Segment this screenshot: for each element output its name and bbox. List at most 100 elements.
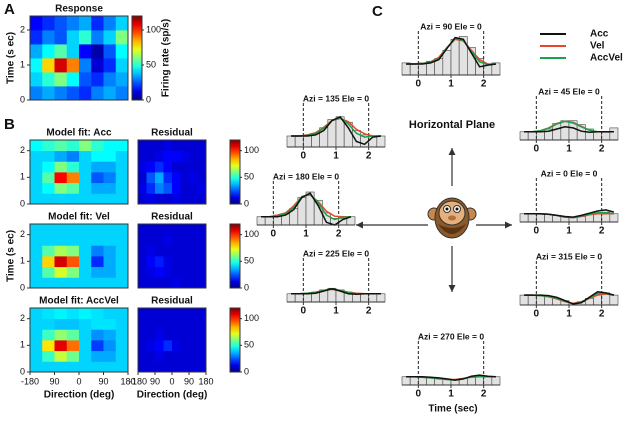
model-curve: [406, 374, 496, 381]
heatmap-cell: [180, 140, 190, 152]
heatmap-cell: [54, 308, 68, 320]
histogram-bar: [458, 36, 468, 76]
histogram-bar: [527, 131, 537, 141]
heatmap-cell: [30, 72, 43, 87]
heatmap-cell: [197, 182, 207, 194]
colorbar-tick-label: 50: [244, 340, 254, 350]
y-tick-label: 2: [20, 313, 25, 323]
heatmap-cell: [54, 140, 68, 152]
plot-frame: [137, 139, 207, 205]
heatmap-cell: [103, 30, 117, 45]
heatmap-cell: [42, 340, 55, 352]
heatmap-cell: [103, 234, 117, 246]
heatmap-cell: [197, 318, 207, 330]
heatmap-cell: [138, 340, 147, 352]
x-tick-label: 2: [481, 79, 487, 90]
heatmap-cell: [180, 224, 190, 236]
heatmap-cell: [54, 150, 68, 162]
heatmap-cell: [54, 182, 68, 194]
heatmap-cell: [180, 340, 190, 352]
heatmap-cell: [79, 182, 92, 194]
histogram-bar: [286, 293, 296, 303]
histogram-bar: [418, 376, 427, 386]
heatmap-cell: [103, 256, 117, 268]
heatmap-cell: [138, 256, 147, 268]
heatmap-cell: [146, 329, 156, 341]
x-tick-label: 90: [150, 376, 160, 386]
heatmap-cell: [42, 361, 55, 373]
heatmap-cell: [180, 256, 190, 268]
x-tick-label: -180: [129, 376, 147, 386]
x-tick-label: 2: [599, 309, 605, 320]
heatmap-cell: [163, 172, 173, 184]
panel-title: Response: [55, 4, 103, 15]
heatmap-cell: [54, 234, 68, 246]
heatmap-cell: [163, 140, 173, 152]
histogram-bar: [264, 216, 274, 226]
plot-frame: [137, 223, 207, 289]
heatmap-cell: [115, 86, 129, 101]
heatmap-cell: [79, 150, 92, 162]
heatmap-cell: [54, 361, 68, 373]
heatmap-cell: [115, 30, 129, 45]
heatmap-cell: [30, 182, 43, 194]
heatmap-cell: [197, 245, 207, 257]
y-tick-label: 0: [20, 198, 25, 208]
heatmap-cell: [42, 245, 55, 257]
x-axis-label: Direction (deg): [44, 390, 115, 401]
heatmap-cell: [146, 193, 156, 205]
colorbar-tick-label: 0: [146, 94, 151, 104]
heatmap-cell: [163, 224, 173, 236]
heatmap-cell: [138, 182, 147, 194]
heatmap-cell: [103, 44, 117, 59]
heatmap-cell: [172, 193, 181, 205]
heatmap-cell: [42, 58, 55, 73]
x-tick-label: 90: [49, 376, 59, 386]
heatmap-cell: [115, 72, 129, 87]
heatmap-cell: [103, 58, 117, 73]
colorbar-tick-label: 100: [244, 313, 259, 323]
heatmap-cell: [103, 266, 117, 278]
x-tick-label: 0: [301, 151, 307, 162]
histogram-bar: [609, 213, 619, 223]
heatmap-cell: [115, 329, 129, 341]
heatmap-cell: [79, 329, 92, 341]
histogram-bar: [483, 376, 493, 386]
heatmap-cell: [163, 245, 173, 257]
heatmap-cell: [91, 58, 104, 73]
heatmap-cell: [180, 245, 190, 257]
heatmap-cell: [138, 266, 147, 278]
histogram-bar: [294, 293, 304, 303]
heatmap-cell: [79, 72, 92, 87]
heatmap-cell: [180, 161, 190, 173]
heatmap-cell: [172, 224, 181, 236]
heatmap-cell: [155, 193, 164, 205]
heatmap-cell: [79, 361, 92, 373]
heatmap-cell: [54, 318, 68, 330]
heatmap-cell: [115, 150, 129, 162]
y-tick-label: 1: [20, 340, 25, 350]
histogram-bar: [401, 376, 411, 386]
x-tick-label: -180: [21, 376, 39, 386]
x-tick-label: 2: [599, 144, 605, 155]
heatmap-cell: [103, 172, 117, 184]
heatmap-cell: [172, 318, 181, 330]
heatmap-cell: [91, 182, 104, 194]
x-tick-label: 1: [566, 144, 572, 155]
heatmap-cell: [115, 245, 129, 257]
panel-title: Azi = 90 Ele = 0: [420, 21, 482, 31]
heatmap-cell: [197, 193, 207, 205]
heatmap-cell: [91, 329, 104, 341]
heatmap-cell: [115, 182, 129, 194]
heatmap-cell: [42, 193, 55, 205]
x-tick-label: 2: [336, 229, 342, 240]
heatmap-cell: [180, 182, 190, 194]
heatmap-cell: [138, 193, 147, 205]
heatmap-cell: [66, 329, 80, 341]
heatmap-cell: [155, 150, 164, 162]
heatmap-cell: [138, 234, 147, 246]
heatmap-cell: [172, 182, 181, 194]
heatmap-cell: [155, 172, 164, 184]
heatmap-cell: [163, 277, 173, 289]
heatmap-cell: [30, 256, 43, 268]
